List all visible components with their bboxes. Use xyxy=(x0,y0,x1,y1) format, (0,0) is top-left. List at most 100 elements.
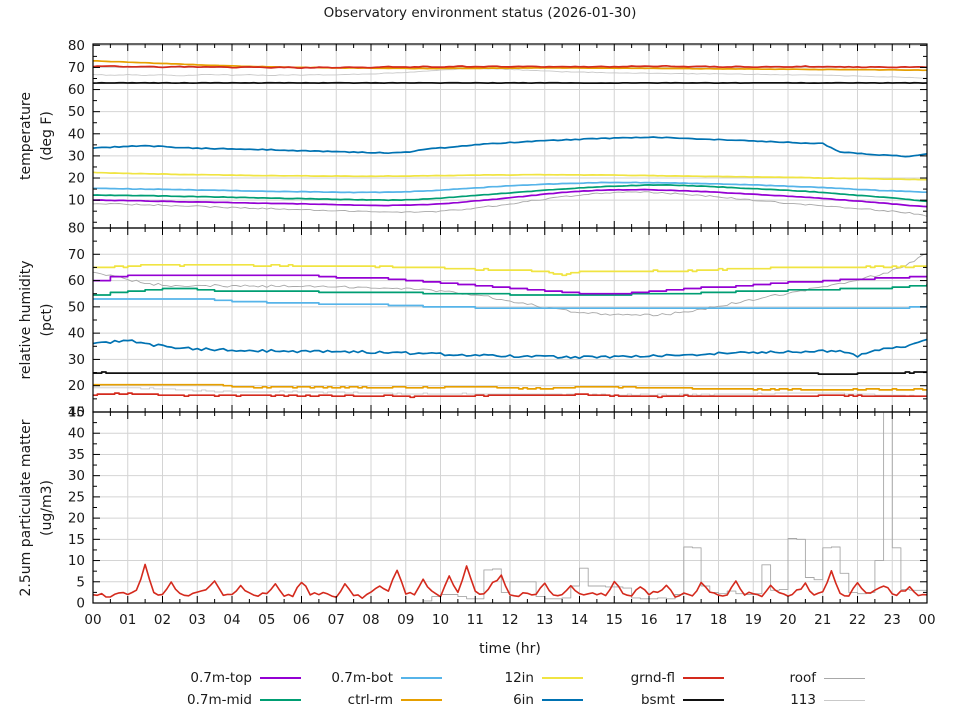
y-axis-label-humidity: relative humidity (pct) xyxy=(18,260,55,380)
y-tick-label: 80 xyxy=(68,221,85,237)
legend-label-0.7m-bot: 0.7m-bot xyxy=(331,670,393,686)
series-humidity-113 xyxy=(93,387,927,397)
legend-item-6in: 6in xyxy=(442,689,583,711)
y-tick-label: 60 xyxy=(68,82,85,98)
legend-item-0.7m-top: 0.7m-top xyxy=(160,667,301,689)
legend-swatch-bsmt xyxy=(683,698,724,702)
y-tick-label: 10 xyxy=(68,193,85,209)
series-temperature-113 xyxy=(93,68,927,79)
humidity-panel: 10 20 30 40 50 60 70 80 xyxy=(68,221,928,421)
y-tick-label: 70 xyxy=(68,60,85,76)
x-tick-label: 08 xyxy=(362,612,379,628)
x-tick-label: 20 xyxy=(779,612,796,628)
series-humidity-grnd-fl xyxy=(93,392,927,399)
y-tick-label: 25 xyxy=(68,489,85,505)
pm25-panel: 0 5 10 15 20 25 30 35 40 45 xyxy=(68,405,928,612)
y-axis-label-pm25: 2.5um particulate matter (ug/m3) xyxy=(18,419,55,596)
y-tick-label: 20 xyxy=(68,171,85,187)
legend-swatch-roof xyxy=(824,677,865,679)
x-tick-label: 02 xyxy=(154,612,171,628)
series-humidity-12in xyxy=(93,263,927,277)
legend-label-113: 113 xyxy=(790,692,816,708)
x-tick-label: 04 xyxy=(223,612,240,628)
legend-swatch-0.7m-mid xyxy=(260,698,301,702)
y-tick-label: 40 xyxy=(68,326,85,342)
legend-label-6in: 6in xyxy=(513,692,534,708)
y-tick-label: 35 xyxy=(68,447,85,463)
legend-item-roof: roof xyxy=(724,667,865,689)
y-tick-label: 40 xyxy=(68,126,85,142)
x-tick-label: 07 xyxy=(328,612,345,628)
legend-label-roof: roof xyxy=(789,670,816,686)
y-tick-label: 5 xyxy=(76,574,85,590)
series-temperature-0.7m-mid xyxy=(93,184,927,203)
series-humidity-0.7m-mid xyxy=(93,283,927,296)
series-temperature-6in xyxy=(93,136,927,158)
x-tick-label: 00 xyxy=(84,612,101,628)
legend-swatch-grnd-fl xyxy=(683,676,724,680)
x-tick-label: 01 xyxy=(119,612,136,628)
legend-item-ctrl-rm: ctrl-rm xyxy=(301,689,442,711)
legend-label-ctrl-rm: ctrl-rm xyxy=(347,692,393,708)
legend-label-0.7m-mid: 0.7m-mid xyxy=(187,692,252,708)
legend-item-grnd-fl: grnd-fl xyxy=(583,667,724,689)
x-tick-label: 00 xyxy=(918,612,935,628)
y-tick-label: 0 xyxy=(76,596,85,612)
series-temperature-grnd-fl xyxy=(93,64,927,69)
x-tick-label: 22 xyxy=(849,612,866,628)
y-tick-label: 30 xyxy=(68,352,85,368)
x-tick-label: 11 xyxy=(467,612,484,628)
series-temperature-0.7m-top xyxy=(93,188,927,208)
series-temperature-roof xyxy=(93,191,927,217)
legend-label-0.7m-top: 0.7m-top xyxy=(190,670,252,686)
chart-title: Observatory environment status (2026-01-… xyxy=(323,5,637,21)
y-tick-label: 30 xyxy=(68,148,85,164)
y-tick-label: 10 xyxy=(68,405,85,421)
x-tick-label: 12 xyxy=(501,612,518,628)
legend-swatch-ctrl-rm xyxy=(401,698,442,702)
x-tick-label: 16 xyxy=(640,612,657,628)
legend-label-bsmt: bsmt xyxy=(640,692,675,708)
legend-swatch-6in xyxy=(542,698,583,702)
x-tick-label: 15 xyxy=(606,612,623,628)
series-humidity-ctrl-rm xyxy=(93,383,927,391)
series-temperature-ctrl-rm xyxy=(93,60,927,72)
x-tick-label: 05 xyxy=(258,612,275,628)
x-tick-label: 23 xyxy=(884,612,901,628)
y-tick-label: 50 xyxy=(68,104,85,120)
legend-swatch-0.7m-top xyxy=(260,676,301,680)
y-axis-label-temperature: temperature (deg F) xyxy=(18,92,55,180)
legend: 0.7m-top 0.7m-bot 12in grnd-fl roof 0.7m-mid c… xyxy=(160,667,866,711)
legend-item-12in: 12in xyxy=(442,667,583,689)
x-tick-label: 19 xyxy=(745,612,762,628)
x-tick-label: 06 xyxy=(293,612,310,628)
legend-item-bsmt: bsmt xyxy=(583,689,724,711)
series-humidity-bsmt xyxy=(93,371,927,375)
legend-swatch-0.7m-bot xyxy=(401,676,442,680)
series-humidity-0.7m-bot xyxy=(93,298,927,310)
series-humidity-0.7m-top xyxy=(93,274,927,295)
series-humidity-roof xyxy=(93,252,927,317)
x-tick-label: 21 xyxy=(814,612,831,628)
y-tick-label: 45 xyxy=(68,405,85,421)
x-tick-label: 10 xyxy=(432,612,449,628)
x-tick-label: 03 xyxy=(189,612,206,628)
x-tick-label: 14 xyxy=(571,612,588,628)
series-pm25-roof xyxy=(422,412,927,602)
y-tick-label: 40 xyxy=(68,426,85,442)
legend-swatch-113 xyxy=(824,699,865,701)
y-tick-label: 30 xyxy=(68,468,85,484)
y-tick-label: 10 xyxy=(68,553,85,569)
legend-item-113: 113 xyxy=(724,689,865,711)
legend-label-grnd-fl: grnd-fl xyxy=(630,670,675,686)
y-tick-label: 80 xyxy=(68,38,85,54)
temperature-panel: 10 20 30 40 50 60 70 80 xyxy=(68,38,928,229)
y-tick-label: 70 xyxy=(68,247,85,263)
series-temperature-0.7m-bot xyxy=(93,181,927,194)
legend-label-12in: 12in xyxy=(504,670,535,686)
series-humidity-6in xyxy=(93,338,927,360)
x-axis-label: time (hr) xyxy=(479,641,541,657)
x-tick-label: 13 xyxy=(536,612,553,628)
